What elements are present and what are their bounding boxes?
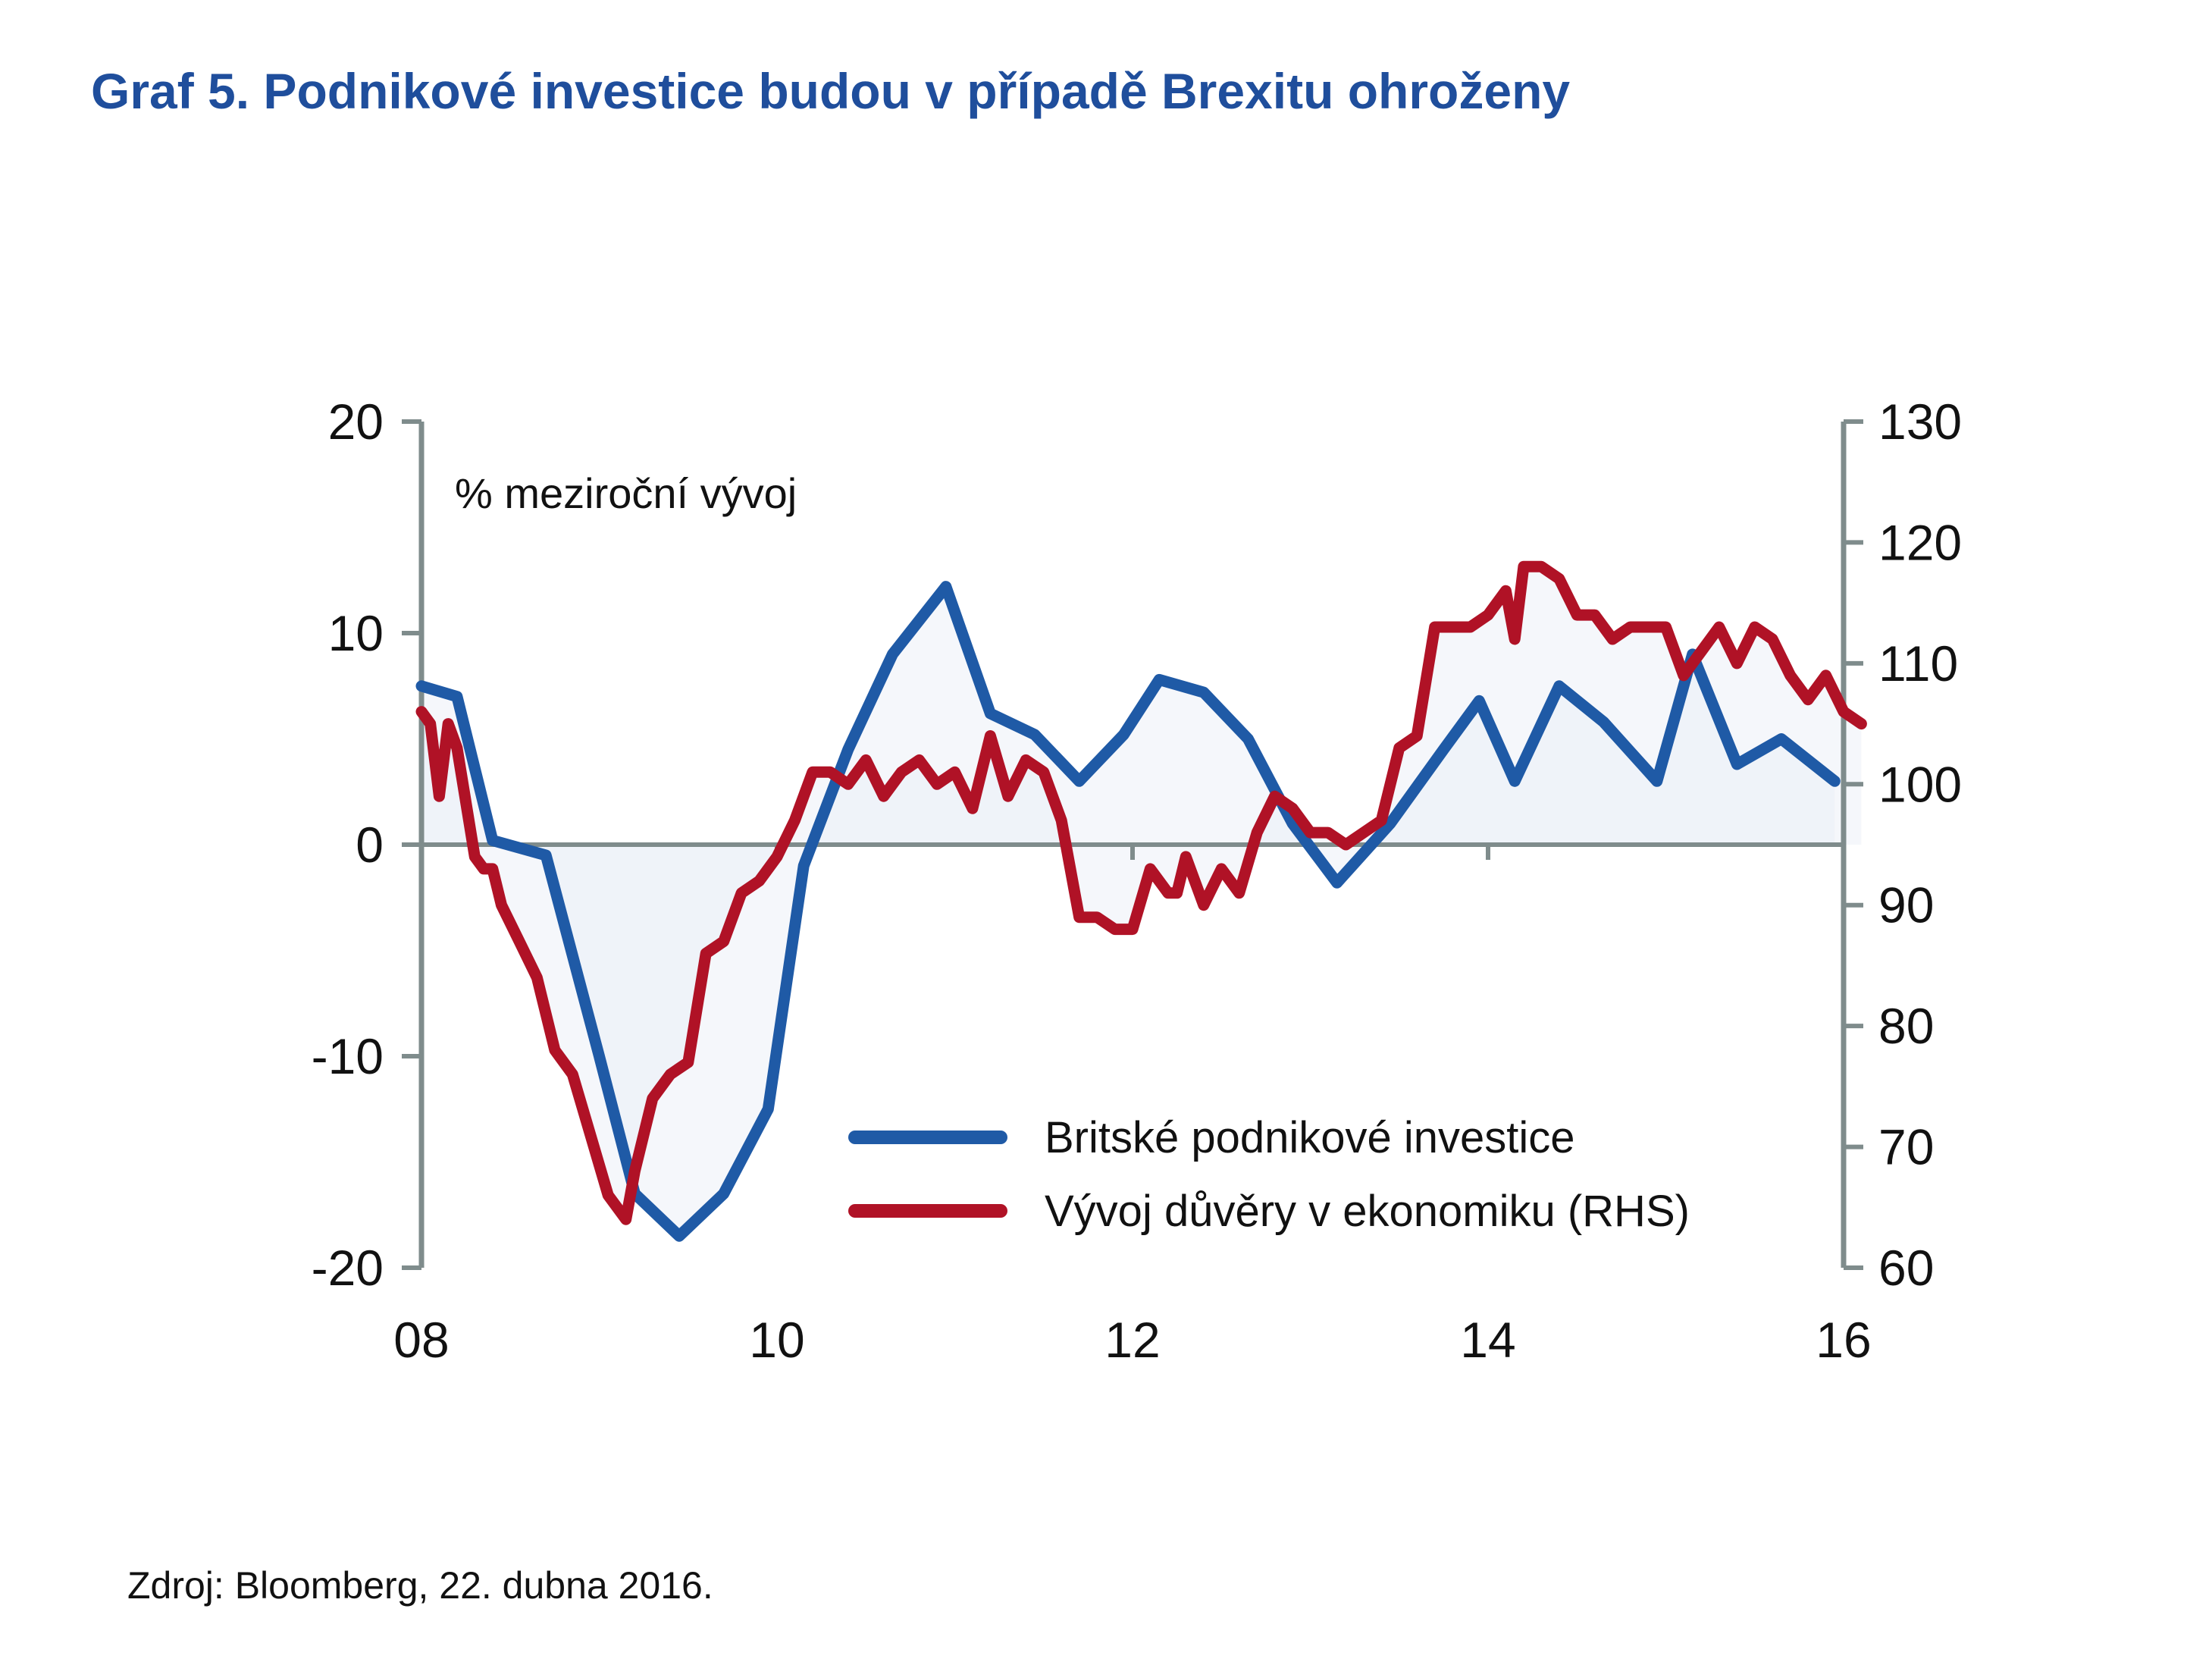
legend-label-1: Britské podnikové investice [1045,1113,1575,1162]
x-tick-label: 16 [1816,1312,1871,1368]
legend-label-2: Vývoj důvěry v ekonomiku (RHS) [1045,1187,1690,1236]
y-tick-label-right: 60 [1878,1240,1934,1296]
x-tick-label: 08 [393,1312,449,1368]
axes: -20 -10 0 10 20 60 70 80 90 100 110 120 130 08 10 12 14 1… [312,394,1963,1368]
chart-title: Graf 5. Podnikové investice budou v příp… [91,63,1571,119]
series-line-layer [415,560,1867,1242]
y-tick-label-right: 100 [1878,756,1962,812]
y-tick-label-right: 90 [1878,877,1934,933]
series-line-1 [415,581,1841,1242]
y-tick-label-right: 70 [1878,1119,1934,1175]
y-axis-unit-label: % meziroční vývoj [455,469,797,517]
y-tick-label-left: 20 [328,394,384,450]
x-tick-label: 12 [1104,1312,1160,1368]
source-note: Zdroj: Bloomberg, 22. dubna 2016. [127,1564,713,1607]
y-tick-label-left: 10 [328,605,384,661]
y-tick-label-right: 120 [1878,514,1962,570]
x-tick-label: 10 [749,1312,804,1368]
y-tick-label-left: -20 [312,1240,384,1296]
y-tick-label-left: 0 [356,817,384,873]
y-tick-label-right: 80 [1878,998,1934,1054]
legend: Britské podnikové investice Vývoj důvěry … [848,1113,1690,1236]
series-fill-1 [421,586,1835,1237]
y-tick-label-right: 110 [1878,635,1958,692]
x-tick-label: 14 [1460,1312,1515,1368]
y-tick-label-right: 130 [1878,394,1962,450]
y-tick-label-left: -10 [312,1028,384,1084]
series-line-2 [415,560,1867,1225]
